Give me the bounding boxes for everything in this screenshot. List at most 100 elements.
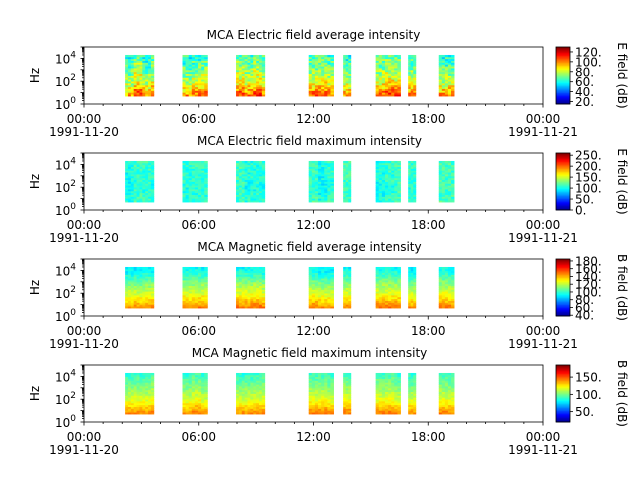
spectrogram-cell [311, 64, 316, 67]
spectrogram-cell [410, 84, 414, 88]
spectrogram-cell [250, 183, 254, 186]
spectrogram-cell [241, 274, 246, 277]
spectrogram-cell [244, 66, 248, 69]
spectrogram-cell [343, 162, 347, 166]
spectrogram-cell [447, 198, 452, 201]
spectrogram-cell [136, 81, 140, 84]
spectrogram-cell [438, 162, 443, 166]
spectrogram-cell [145, 79, 149, 82]
spectrogram-cell [321, 162, 325, 166]
spectrogram-cell [194, 289, 199, 292]
spectrogram-cell [345, 79, 349, 82]
spectrogram-cell [150, 287, 155, 290]
spectrogram-cell [198, 399, 202, 402]
spectrogram-cell [194, 196, 199, 199]
spectrogram-cell [127, 386, 132, 389]
spectrogram-cell [148, 166, 152, 169]
spectrogram-cell [394, 289, 398, 292]
spectrogram-cell [381, 192, 386, 195]
spectrogram-cell [204, 300, 208, 303]
spectrogram-cell [451, 188, 455, 192]
spectrogram-cell [185, 374, 190, 378]
spectrogram-cell [408, 302, 412, 305]
spectrogram-cell [142, 391, 146, 394]
colorbar-step [556, 277, 570, 280]
spectrogram-cell [236, 410, 240, 413]
spectrogram-cell [410, 94, 414, 97]
spectrogram-cell [318, 60, 322, 63]
colorbar-step [556, 170, 570, 172]
spectrogram-cell [133, 174, 137, 177]
colorbar-step [556, 82, 570, 85]
colorbar-step [556, 268, 570, 271]
spectrogram-cell [308, 287, 313, 290]
spectrogram-cell [345, 190, 349, 194]
spectrogram-cell [447, 283, 452, 287]
spectrogram-cell [330, 384, 334, 387]
spectrogram-cell [185, 285, 190, 288]
spectrogram-cell [447, 293, 452, 296]
spectrogram-cell [308, 198, 313, 201]
spectrogram-cell [413, 92, 417, 95]
spectrogram-cell [142, 54, 146, 58]
spectrogram-cell [327, 66, 331, 69]
colorbar-step [556, 75, 570, 78]
spectrogram-cell [247, 77, 251, 80]
spectrogram-cell [378, 181, 383, 184]
spectrogram-cell [444, 196, 449, 199]
spectrogram-cell [150, 395, 155, 398]
spectrogram-cell [378, 272, 383, 275]
spectrogram-cell [139, 399, 143, 402]
colorbar-step [556, 204, 570, 207]
spectrogram-cell [244, 395, 248, 398]
spectrogram-cell [410, 56, 414, 60]
spectrogram-cell [247, 68, 251, 71]
spectrogram-cell [348, 391, 352, 394]
spectrogram-cell [142, 58, 146, 61]
spectrogram-cell [408, 172, 412, 175]
spectrogram-cell [314, 276, 319, 279]
spectrogram-cell [198, 188, 202, 192]
spectrogram-cell [314, 92, 319, 95]
spectrogram-cell [244, 68, 248, 71]
spectrogram-cell [148, 268, 152, 272]
spectrogram-cell [451, 304, 455, 307]
spectrogram-cell [145, 384, 149, 387]
spectrogram-cell [130, 399, 135, 402]
spectrogram-cell [311, 293, 316, 296]
spectrogram-cell [130, 393, 135, 396]
spectrogram-cell [381, 285, 386, 288]
spectrogram-cell [236, 304, 240, 307]
spectrogram-cell [345, 192, 349, 195]
spectrogram-cell [311, 174, 316, 177]
spectrogram-cell [204, 187, 208, 190]
spectrogram-cell [261, 64, 266, 67]
spectrogram-cell [198, 272, 202, 275]
spectrogram-cell [258, 372, 263, 376]
colorbar-step [556, 49, 570, 52]
spectrogram-cell [136, 382, 140, 385]
spectrogram-cell [188, 276, 193, 279]
spectrogram-cell [127, 86, 132, 89]
spectrogram-cell [438, 177, 443, 181]
spectrogram-cell [330, 294, 334, 298]
spectrogram-cell [133, 179, 137, 182]
spectrogram-cell [324, 404, 328, 407]
spectrogram-cell [330, 306, 334, 309]
spectrogram-cell [244, 168, 248, 171]
spectrogram-cell [343, 386, 347, 389]
spectrogram-cell [378, 280, 383, 283]
spectrogram-cell [130, 372, 135, 376]
spectrogram-cell [451, 170, 455, 173]
spectrogram-cell [308, 283, 313, 287]
spectrogram-cell [194, 280, 199, 283]
spectrogram-cell [244, 84, 248, 88]
spectrogram-cell [238, 166, 243, 169]
spectrogram-cell [130, 382, 135, 385]
spectrogram-cell [447, 188, 452, 192]
spectrogram-cell [438, 302, 443, 305]
spectrogram-cell [314, 274, 319, 277]
spectrogram-cell [348, 283, 352, 287]
spectrogram-cell [388, 194, 392, 197]
spectrogram-cell [391, 276, 395, 279]
